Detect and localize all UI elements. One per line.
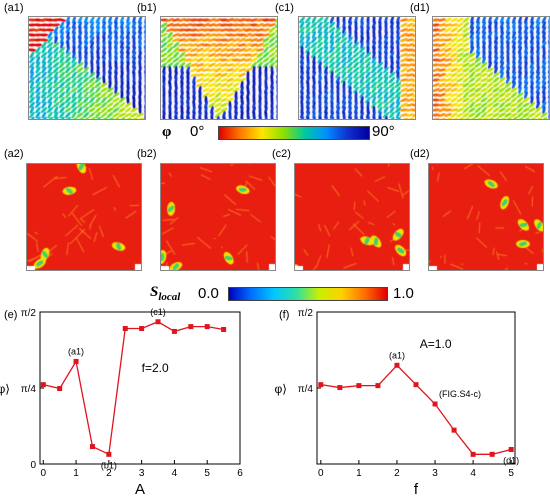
s-colorbar-letter: S <box>150 284 159 300</box>
series-line <box>43 321 224 456</box>
y-tick-label: 0 <box>30 460 36 471</box>
data-point <box>89 444 95 450</box>
data-point <box>40 382 46 388</box>
x-tick-label: 2 <box>394 468 400 479</box>
panel-label-d1: (d1) <box>410 2 430 14</box>
order-map-d2 <box>428 163 544 271</box>
series-line <box>320 364 512 455</box>
data-point <box>413 382 419 388</box>
data-point <box>318 382 324 388</box>
panel-label-c2: (c2) <box>272 148 291 160</box>
x-tick-label: 4 <box>172 468 178 479</box>
data-point <box>57 386 63 392</box>
data-point <box>155 319 161 325</box>
plot-frame <box>316 311 516 465</box>
point-annotation: (c1) <box>150 307 166 317</box>
data-point <box>171 328 177 334</box>
s-colorbar <box>228 287 388 301</box>
phi-colorbar <box>218 126 370 140</box>
phi-colorbar-max-label: 90° <box>372 123 395 140</box>
order-map-a2 <box>26 163 142 271</box>
x-tick-label: 3 <box>432 468 438 479</box>
panel-label-d2: (d2) <box>410 148 430 160</box>
s-colorbar-symbol: Slocal <box>150 284 180 303</box>
data-point <box>106 451 112 457</box>
data-point <box>188 324 194 330</box>
s-colorbar-min-label: 0.0 <box>198 285 219 302</box>
data-point <box>375 383 381 389</box>
point-annotation: (FIG.S4-c) <box>439 389 481 399</box>
x-tick-label: 0 <box>40 468 46 479</box>
point-annotation: (d1) <box>503 455 519 465</box>
x-tick-label: 6 <box>237 468 243 479</box>
order-map-c2 <box>294 163 410 271</box>
y-tick-label: π/2 <box>21 308 37 319</box>
phi-colorbar-symbol: φ <box>162 124 172 140</box>
data-point <box>73 358 79 364</box>
x-tick-label: 3 <box>139 468 145 479</box>
chart-e: 0 1 2 3 4 5 6 0 π/4 π/2 A ⟨φ⟩ (e) (a1) (b1) (c1) f=2.0 <box>0 307 243 498</box>
orientation-map-d1 <box>432 16 550 120</box>
x-tick-label: 2 <box>106 468 112 479</box>
x-tick-label: 1 <box>73 468 79 479</box>
data-point <box>122 326 128 332</box>
annotation-f: f=2.0 <box>142 361 169 375</box>
x-tick-label: 5 <box>508 468 514 479</box>
x-tick-label: 4 <box>470 468 476 479</box>
panel-label-c1: (c1) <box>275 2 294 14</box>
orientation-map-b1 <box>160 16 278 120</box>
plot-frame <box>39 311 241 465</box>
panel-label-b2: (b2) <box>137 148 157 160</box>
data-point <box>394 362 400 368</box>
y-axis-label: ⟨φ⟩ <box>275 382 287 396</box>
data-point <box>356 383 362 389</box>
annotation-a: A=1.0 <box>420 337 452 351</box>
chart-panel-label: (e) <box>4 309 17 321</box>
chart-f: 0 1 2 3 4 5 π/4 π/2 f ⟨φ⟩ (f) (a1) (FIG.S4-c) (d1) A=1… <box>275 308 519 498</box>
order-map-b2 <box>160 163 276 271</box>
y-tick-label: π/4 <box>298 384 314 395</box>
x-tick-label: 1 <box>356 468 362 479</box>
x-axis-label: f <box>414 481 419 498</box>
x-tick-label: 5 <box>204 468 210 479</box>
panel-label-b1: (b1) <box>137 2 157 14</box>
point-annotation: (a1) <box>68 346 84 356</box>
data-point <box>470 451 476 457</box>
data-point <box>221 326 227 332</box>
orientation-map-a1 <box>28 16 146 120</box>
point-annotation: (b1) <box>101 460 117 470</box>
panel-label-a1: (a1) <box>4 2 24 14</box>
x-tick-label: 0 <box>318 468 324 479</box>
data-point <box>451 427 457 433</box>
data-point <box>204 324 210 330</box>
orientation-map-c1 <box>298 16 416 120</box>
chart-panel-label: (f) <box>279 309 289 321</box>
s-colorbar-subscript: local <box>158 291 181 303</box>
s-colorbar-max-label: 1.0 <box>393 285 414 302</box>
panel-label-a2: (a2) <box>4 148 24 160</box>
y-tick-label: π/2 <box>298 308 314 319</box>
point-annotation: (a1) <box>389 350 405 360</box>
data-point <box>489 451 495 457</box>
x-axis-label: A <box>135 481 145 498</box>
phi-colorbar-min-label: 0° <box>190 123 205 140</box>
data-point <box>432 401 438 407</box>
data-point <box>337 385 343 391</box>
y-tick-label: π/4 <box>21 384 37 395</box>
y-axis-label: ⟨φ⟩ <box>0 382 10 396</box>
data-point <box>508 446 514 452</box>
data-point <box>139 326 145 332</box>
